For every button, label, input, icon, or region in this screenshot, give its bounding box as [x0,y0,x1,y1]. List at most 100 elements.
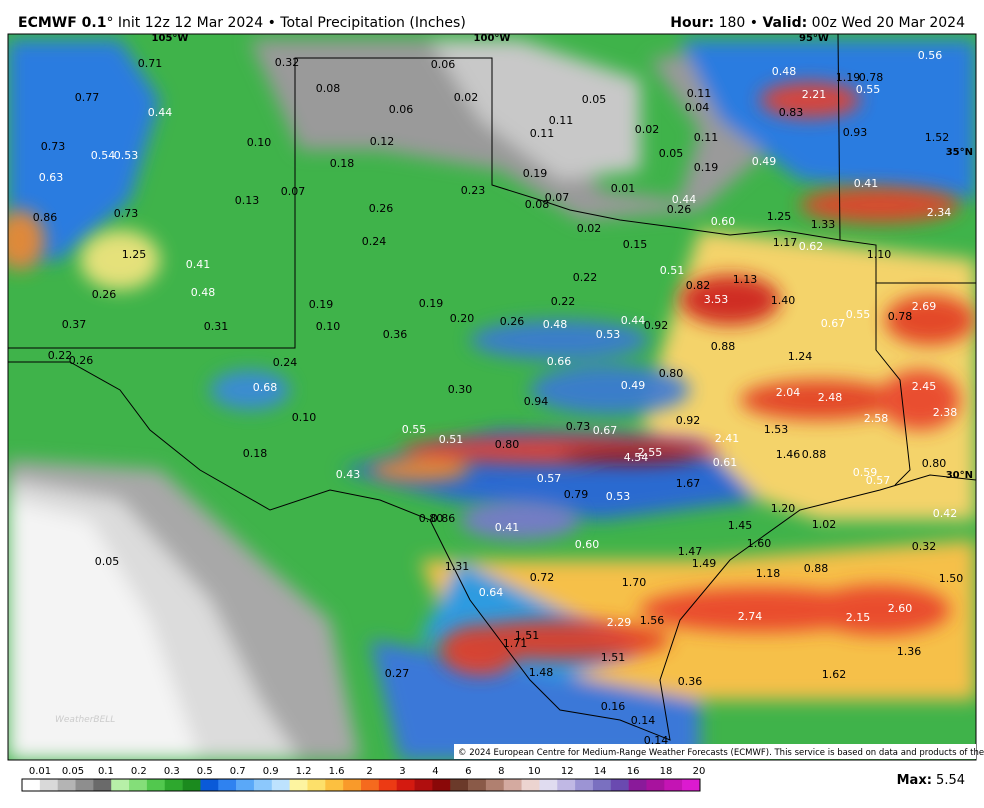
value-label: 0.42 [933,507,958,520]
colorbar-cell [664,779,683,791]
value-label: 0.11 [687,87,712,100]
hour: 180 [719,15,746,31]
value-label: 0.62 [799,240,824,253]
precip-field [8,34,976,760]
value-label: 0.32 [275,56,300,69]
value-label: 1.17 [773,236,798,249]
value-label: 2.60 [888,602,913,615]
value-label: 0.05 [95,555,120,568]
value-label: 0.31 [204,320,229,333]
value-label: 0.24 [273,356,298,369]
value-label: 0.32 [912,540,937,553]
value-label: 0.48 [772,65,797,78]
colorbar-cell [271,779,290,791]
value-label: 1.47 [678,545,703,558]
value-label: 1.10 [867,248,892,261]
colorbar-cell [289,779,308,791]
value-label: 0.26 [500,315,525,328]
value-label: 2.69 [912,300,937,313]
colorbar-cell [521,779,540,791]
value-label: 2.15 [846,611,871,624]
colorbar-cell [450,779,469,791]
value-label: 0.18 [243,447,268,460]
colorbar-cell [57,779,76,791]
colorbar-label: 2 [366,766,372,777]
colorbar-cell [361,779,380,791]
value-label: 0.43 [336,468,361,481]
value-label: 0.73 [41,140,66,153]
valid-label: Valid: [762,15,807,31]
value-label: 2.34 [927,206,952,219]
value-label: 1.62 [822,668,847,681]
colorbar-cell [432,779,451,791]
value-label: 2.41 [715,432,740,445]
value-label: 0.88 [711,340,736,353]
colorbar-label: 0.7 [230,766,246,777]
colorbar-label: 0.01 [29,766,51,777]
value-label: 0.80 [495,438,520,451]
value-label: 2.74 [738,610,763,623]
value-label: 0.73 [114,207,139,220]
value-label: 0.23 [461,184,486,197]
value-label: 0.11 [549,114,574,127]
value-label: 0.01 [611,182,636,195]
value-label: 0.53 [606,490,631,503]
value-label: 0.51 [660,264,685,277]
max-label: Max: [897,773,932,788]
value-label: 1.51 [601,651,626,664]
colorbar-cell [575,779,594,791]
value-label: 0.44 [621,314,646,327]
header-left: ECMWF 0.1° Init 12z 12 Mar 2024 • Total … [18,15,466,31]
colorbar-label: 0.3 [164,766,180,777]
value-label: 0.55 [846,308,871,321]
value-label: 0.11 [530,127,555,140]
logo: WeatherBELL [55,715,115,725]
product: Total Precipitation (Inches) [279,15,466,31]
value-labels: 0.71 0.32 0.060.48 1.190.780.560.770.080.02… [33,49,964,747]
value-label: 0.93 [843,126,868,139]
value-label: 0.71 [138,57,163,70]
value-label: 0.16 [601,700,626,713]
value-label: 2.48 [818,391,843,404]
colorbar-cell [343,779,362,791]
value-label: 0.10 [292,411,317,424]
value-label: 0.63 [39,171,64,184]
value-label: 1.18 [756,567,781,580]
colorbar-cell [414,779,433,791]
colorbar-label: 12 [561,766,574,777]
colorbar-cell [539,779,558,791]
value-label: 0.44 [148,106,173,119]
colorbar-cell [378,779,397,791]
value-label: 0.10 [247,136,272,149]
value-label: 0.14 [644,734,669,747]
value-label: 0.92 [676,414,701,427]
value-label: 0.82 [686,279,711,292]
value-label: 0.26 [69,354,94,367]
value-label: 0.02 [577,222,602,235]
value-label: 0.78 [859,71,884,84]
colorbar-frame [21,778,701,792]
value-label: 0.49 [621,379,646,392]
graticule-label: 105°W [152,33,189,44]
value-label: 1.45 [728,519,753,532]
valid: 00z Wed 20 Mar 2024 [812,15,965,31]
value-label: 0.11 [694,131,719,144]
value-label: 1.33 [811,218,836,231]
value-label: 0.36 [678,675,703,688]
value-label: 0.30 [448,383,473,396]
separator: • [268,15,276,31]
colorbar-cell [39,779,58,791]
colorbar-cell [164,779,183,791]
value-label: 1.60 [747,537,772,550]
value-label: 0.41 [854,177,879,190]
colorbar-cell [682,779,701,791]
value-label: 2.29 [607,616,632,629]
colorbar: 0.01 0.05 0.1 0.2 0.3 0.5 0.7 0.9 1.2 1.6 2 3 4 6 8 10 1… [21,766,706,792]
value-label: 1.50 [939,572,964,585]
colorbar-label: 20 [693,766,706,777]
value-label: 0.83 [779,106,804,119]
max-value: 5.54 [936,773,965,788]
value-label: 0.19 [419,297,444,310]
value-label: 1.24 [788,350,813,363]
colorbar-label: 3 [399,766,405,777]
